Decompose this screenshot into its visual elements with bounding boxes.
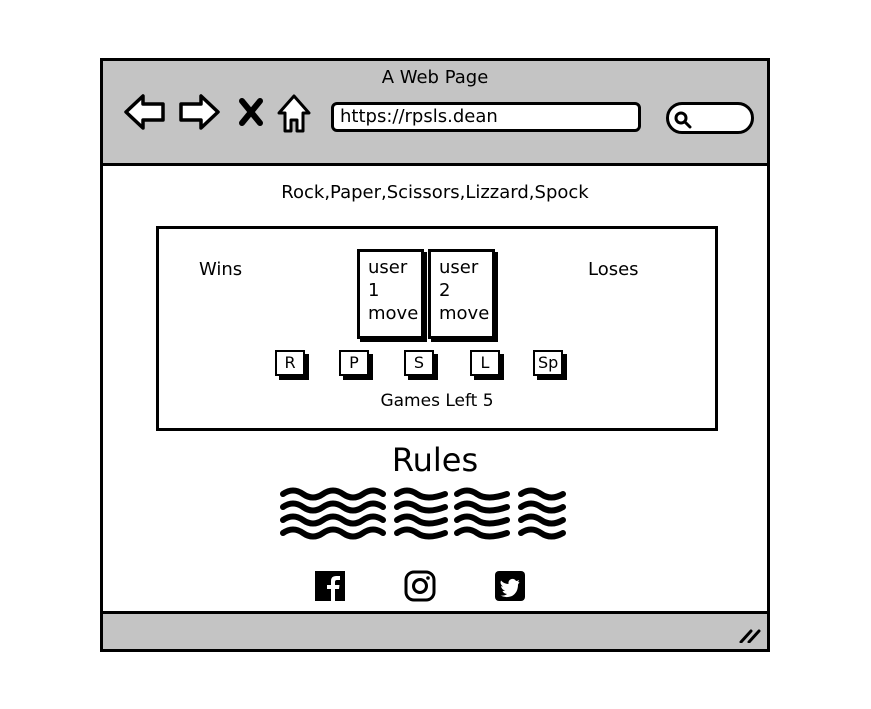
facebook-icon[interactable] <box>314 570 346 602</box>
search-icon <box>674 111 692 129</box>
user1-move-card: user 1 move <box>357 249 424 339</box>
loses-label: Loses <box>588 259 639 280</box>
home-icon[interactable] <box>276 93 312 135</box>
browser-status-bar <box>103 611 767 649</box>
lizard-button[interactable]: L <box>470 350 500 376</box>
games-left-counter: Games Left 5 <box>380 391 494 411</box>
browser-window: A Web Page https://rpsls.dean Rock,Paper… <box>100 58 770 652</box>
rules-heading: Rules <box>391 441 479 479</box>
window-title: A Web Page <box>381 67 489 88</box>
back-arrow-icon[interactable] <box>123 91 167 133</box>
paper-button[interactable]: P <box>339 350 369 376</box>
rules-text-placeholder <box>280 487 566 540</box>
user2-move-card: user 2 move <box>428 249 495 339</box>
forward-arrow-icon[interactable] <box>177 91 221 133</box>
game-panel: Wins Loses user 1 move user 2 move R P S… <box>156 226 718 431</box>
resize-handle-icon[interactable] <box>737 627 761 643</box>
address-bar[interactable]: https://rpsls.dean <box>331 102 641 132</box>
twitter-icon[interactable] <box>494 570 526 602</box>
wins-label: Wins <box>199 259 243 280</box>
instagram-icon[interactable] <box>404 570 436 602</box>
close-x-icon[interactable] <box>237 97 265 127</box>
browser-toolbar: A Web Page https://rpsls.dean <box>103 61 767 166</box>
scissors-button[interactable]: S <box>404 350 434 376</box>
spock-button[interactable]: Sp <box>533 350 564 376</box>
search-field[interactable] <box>666 102 754 134</box>
page-title: Rock,Paper,Scissors,Lizzard,Spock <box>281 182 589 203</box>
rock-button[interactable]: R <box>275 350 305 376</box>
